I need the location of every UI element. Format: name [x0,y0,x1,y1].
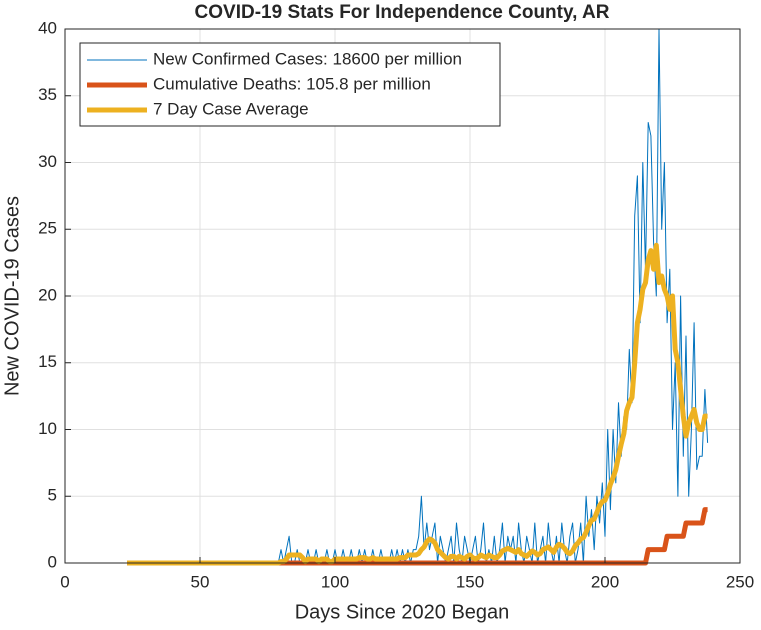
x-tick-label: 50 [191,572,210,591]
x-tick-label: 100 [321,572,349,591]
y-tick-label: 15 [38,352,57,371]
y-tick-label: 20 [38,285,57,304]
chart-title: COVID-19 Stats For Independence County, … [195,2,610,23]
legend: New Confirmed Cases: 18600 per million Cu… [79,42,501,127]
x-tick-label: 150 [456,572,484,591]
y-tick-label: 25 [38,219,57,238]
y-tick-label: 10 [38,419,57,438]
x-tick-label: 250 [726,572,754,591]
ticks: 0 50 100 150 200 250 0 5 10 15 20 25 30 35 40 [38,18,754,591]
y-tick-label: 30 [38,152,57,171]
y-tick-label: 0 [48,552,57,571]
x-tick-label: 200 [591,572,619,591]
x-tick-label: 0 [60,572,69,591]
legend-box [79,42,501,127]
legend-label: 7 Day Case Average [153,99,309,118]
legend-label: New Confirmed Cases: 18600 per million [153,49,462,68]
y-tick-label: 5 [48,486,57,505]
y-axis-label: New COVID-19 Cases [1,196,23,396]
legend-label: Cumulative Deaths: 105.8 per million [153,74,431,93]
y-tick-label: 35 [38,85,57,104]
x-axis-label: Days Since 2020 Began [295,601,510,623]
y-tick-label: 40 [38,18,57,37]
